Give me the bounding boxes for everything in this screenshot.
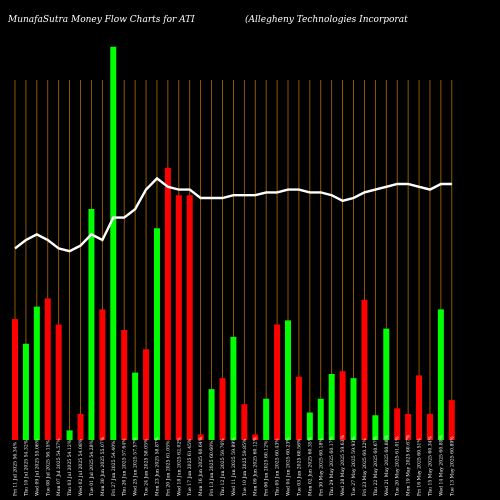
x-tick-label: Mon 16 Jun 2025 60.64% [198, 436, 204, 496]
x-tick-label: Thu 03 Jul 2025 54.12% [67, 439, 73, 496]
bar-5 [55, 324, 62, 440]
x-tick-label: Fri 06 Jun 2025 60.12% [264, 440, 270, 496]
bar-9 [99, 309, 106, 440]
bar-2 [22, 343, 29, 440]
bar-23 [252, 434, 259, 440]
x-axis-labels: Fri 11 Jul 2025 56.34% Thu 10 Jul 2025 54… [13, 434, 456, 496]
x-tick-label: Tue 08 Jul 2025 56.15% [45, 439, 51, 496]
bar-12 [132, 372, 139, 440]
x-tick-label: Tue 20 May 2025 61.01% [395, 436, 401, 496]
bar-31 [339, 371, 346, 440]
bar-17 [186, 195, 193, 440]
bar-40 [437, 309, 444, 440]
bar-34 [372, 415, 379, 440]
x-tick-label: Fri 13 Jun 2025 60.60% [209, 440, 215, 496]
bar-21 [230, 336, 237, 440]
bar-29 [317, 398, 324, 440]
x-tick-label: Wed 25 Jun 2025 57.57% [133, 437, 139, 496]
x-tick-label: Mon 09 Jun 2025 60.12% [253, 436, 259, 496]
bar-10 [110, 46, 117, 440]
bar-11 [121, 330, 128, 440]
x-tick-label: Fri 27 Jun 2025 54.40% [111, 440, 117, 496]
bar-35 [383, 328, 390, 440]
x-tick-label: Thu 22 May 2025 60.67% [373, 435, 379, 496]
x-tick-label: Wed 14 May 2025 60.89% [438, 434, 444, 496]
x-tick-label: Thu 15 May 2025 60.34% [427, 435, 433, 496]
bar-18 [197, 434, 204, 440]
bar-4 [44, 298, 51, 440]
bar-36 [394, 408, 401, 440]
bar-39 [426, 413, 433, 440]
x-tick-label: Thu 05 Jun 2025 60.43% [275, 438, 281, 496]
bar-38 [416, 375, 423, 440]
bar-6 [66, 430, 73, 440]
bar-19 [208, 389, 215, 440]
x-tick-label: Mon 23 Jun 2025 58.87% [154, 436, 160, 496]
bars-group [12, 46, 455, 440]
bar-3 [33, 306, 40, 440]
bar-41 [448, 400, 455, 440]
bar-28 [306, 412, 313, 440]
x-tick-label: Wed 11 Jun 2025 59.89% [231, 437, 237, 496]
bar-32 [350, 378, 357, 440]
bar-27 [295, 376, 302, 440]
bar-22 [241, 404, 248, 440]
x-tick-label: Tue 17 Jun 2025 61.45% [187, 438, 193, 496]
x-tick-label: Tue 01 Jul 2025 54.28% [89, 439, 95, 496]
x-tick-label: Wed 28 May 2025 59.63% [340, 434, 346, 496]
x-tick-label: Tue 03 Jun 2025 60.56% [296, 438, 302, 496]
bar-15 [164, 167, 171, 440]
x-tick-label: Wed 18 Jun 2025 62.02% [176, 437, 182, 496]
x-tick-label: Mon 02 Jun 2025 60.35% [307, 436, 313, 496]
x-tick-label: Wed 21 May 2025 60.88% [384, 434, 390, 496]
x-tick-label: Thu 12 Jun 2025 59.76% [220, 438, 226, 496]
chart-title-right: (Allegheny Technologies Incorporat [245, 14, 408, 25]
x-tick-label: Fri 16 May 2025 60.51% [417, 438, 423, 496]
x-tick-label: Thu 10 Jul 2025 54.32% [23, 439, 29, 496]
x-tick-label: Wed 09 Jul 2025 55.06% [34, 438, 40, 496]
bar-26 [285, 320, 291, 440]
x-tick-label: Tue 10 Jun 2025 59.85% [242, 438, 248, 496]
x-tick-label: Fri 11 Jul 2025 56.34% [13, 441, 19, 496]
chart-title-left: MunafaSutra Money Flow Charts for ATI [7, 15, 195, 25]
x-tick-label: Fri 23 May 2025 60.22% [362, 438, 368, 496]
line-group [14, 176, 452, 253]
x-tick-label: Mon 19 May 2025 60.67% [406, 434, 412, 496]
bar-37 [405, 413, 412, 440]
bar-7 [77, 413, 84, 440]
series-line [14, 176, 452, 253]
bar-20 [219, 378, 226, 440]
x-tick-label: Thu 29 May 2025 60.17% [329, 435, 335, 496]
x-tick-label: Wed 02 Jul 2025 54.08% [78, 438, 84, 496]
bar-25 [274, 324, 281, 440]
x-tick-label: Mon 07 Jul 2025 54.57% [56, 438, 62, 496]
x-tick-label: Tue 27 May 2025 59.93% [351, 436, 357, 496]
bar-16 [175, 195, 182, 440]
x-tick-label: Thu 26 Jun 2025 57.64% [122, 438, 128, 496]
x-tick-label: Mon 30 Jun 2025 55.07% [100, 436, 106, 496]
x-tick-label: Fri 20 Jun 2025 61.05% [165, 440, 171, 496]
bar-24 [263, 398, 270, 440]
bar-1 [12, 319, 18, 440]
bar-30 [328, 374, 335, 440]
bar-8 [88, 209, 95, 440]
x-tick-label: Wed 04 Jun 2025 60.23% [286, 437, 292, 496]
x-tick-label: Tue 13 May 2025 60.89% [449, 436, 455, 496]
bar-14 [153, 228, 160, 440]
bar-13 [143, 349, 150, 440]
x-tick-label: Tue 24 Jun 2025 58.05% [144, 438, 150, 496]
x-tick-label: Fri 30 May 2025 60.18% [318, 438, 324, 496]
bar-33 [361, 299, 368, 440]
